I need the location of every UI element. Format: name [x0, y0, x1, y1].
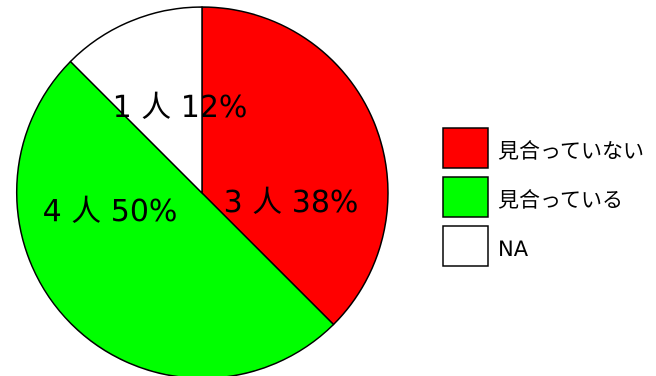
legend-label-match: 見合っている — [498, 188, 623, 212]
pie-slice-labels: 3 人 38% 4 人 50% 1 人 12% — [43, 90, 359, 229]
legend-swatches — [442, 127, 489, 267]
legend-swatch-match — [442, 176, 489, 218]
slice-label-mismatch: 3 人 38% — [224, 185, 359, 220]
legend: 見合っていない 見合っている NA — [442, 127, 644, 267]
slice-label-match: 4 人 50% — [43, 194, 178, 229]
slice-label-na: 1 人 12% — [113, 90, 248, 125]
pie-slice-match — [15, 60, 335, 376]
pie-slice-na — [69, 6, 203, 195]
legend-label-mismatch: 見合っていない — [498, 139, 644, 163]
pie-slices — [15, 6, 389, 376]
legend-swatch-mismatch — [442, 127, 489, 169]
pie-slice-mismatch — [201, 6, 389, 326]
legend-label-na: NA — [498, 237, 529, 261]
legend-swatch-na — [442, 225, 489, 267]
